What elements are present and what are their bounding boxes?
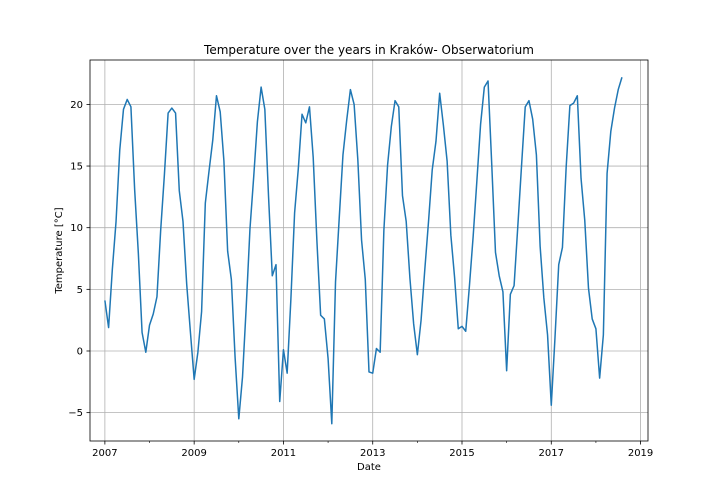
- x-tick-label: 2007: [92, 448, 117, 459]
- x-tick-label: 2017: [539, 448, 564, 459]
- x-tick-label: 2019: [628, 448, 653, 459]
- temperature-series-line: [104, 77, 623, 425]
- y-tick-label: 20: [70, 100, 83, 111]
- y-tick-label: −5: [68, 408, 83, 419]
- chart-title: Temperature over the years in Kraków- Ob…: [203, 43, 534, 57]
- y-tick-label: 10: [70, 223, 83, 234]
- plot-background: [90, 60, 648, 441]
- x-tick-label: 2011: [271, 448, 296, 459]
- axis-layer: 2007 2009 2011 2013 2015 2017 2019 −5 0 5 10 15 20: [68, 100, 653, 459]
- y-axis-label: Temperature [°C]: [54, 207, 65, 294]
- y-tick-label: 5: [77, 285, 83, 296]
- y-tick-label: 0: [77, 346, 83, 357]
- grid-layer: [90, 60, 648, 441]
- x-tick-label: 2009: [181, 448, 206, 459]
- x-tick-label: 2013: [360, 448, 385, 459]
- x-tick-label: 2015: [449, 448, 474, 459]
- y-tick-label: 15: [70, 162, 83, 173]
- x-axis-label: Date: [357, 462, 381, 473]
- plot-frame: [89, 59, 649, 442]
